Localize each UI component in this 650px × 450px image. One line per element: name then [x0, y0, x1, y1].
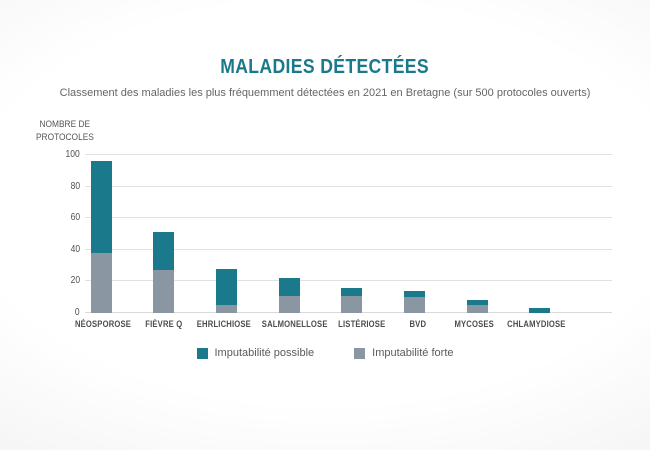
x-axis-label-bvd: BVD: [390, 319, 446, 329]
y-axis-title-line1: NOMBRE DE: [39, 119, 91, 130]
bar-segment-imputabilit-possible: [529, 308, 551, 313]
x-axis-label-text: CHLAMYDIOSE: [507, 319, 566, 329]
bar-segment-imputabilit-forte: [341, 295, 363, 313]
bar-fièvre q: [153, 232, 175, 313]
bar-bvd: [403, 290, 425, 313]
bar-segment-imputabilit-possible: [278, 278, 300, 296]
bar-segment-imputabilit-forte: [403, 297, 425, 313]
x-axis-label-text: SALMONELLOSE: [261, 319, 328, 329]
x-axis-label-text: MYCOSES: [454, 319, 494, 329]
legend-item-imputabilite-possible: Imputabilité possible: [196, 347, 315, 359]
bar-segment-imputabilit-forte: [216, 305, 238, 313]
bar-segment-imputabilit-forte: [153, 270, 175, 313]
bar-segment-imputabilit-forte: [278, 295, 300, 313]
bar-mycoses: [466, 300, 488, 313]
bar-segment-imputabilit-possible: [403, 290, 425, 298]
x-axis-label-mycoses: MYCOSES: [446, 319, 502, 329]
y-tick-100: 100: [40, 149, 80, 161]
bar-salmonellose: [278, 278, 300, 313]
gridline-80: [85, 185, 612, 187]
bar-slot-3: [195, 155, 258, 313]
bar-néosporose: [90, 161, 112, 313]
bar-slot-6: [383, 155, 446, 313]
x-axis-label-néosporose: NÉOSPOROSE: [70, 319, 136, 329]
chart-subtitle: Classement des maladies les plus fréquem…: [59, 87, 591, 99]
bar-slot-2: [133, 155, 196, 313]
bar-chlamydiose: [529, 308, 551, 313]
legend-label-possible: Imputabilité possible: [214, 347, 315, 359]
y-tick-label: 100: [65, 149, 80, 160]
y-tick-20: 20: [40, 275, 80, 287]
bar-listériose: [341, 287, 363, 313]
x-axis-label-salmonellose: SALMONELLOSE: [256, 319, 333, 329]
y-tick-label: 60: [70, 212, 80, 224]
y-tick-label: 40: [70, 243, 80, 255]
legend: Imputabilité possible Imputabilité forte: [0, 347, 650, 359]
chart-title-text: MALADIES DÉTECTÉES: [220, 56, 430, 78]
bar-segment-imputabilit-forte: [90, 252, 112, 313]
y-tick-40: 40: [40, 244, 80, 256]
bar-segment-imputabilit-forte: [466, 305, 488, 313]
y-tick-label: 20: [70, 275, 80, 287]
legend-swatch-forte: [354, 347, 366, 359]
y-tick-0: 0: [40, 307, 80, 319]
bar-slot-4: [258, 155, 321, 313]
bar-ehrlichiose: [216, 268, 238, 313]
gridline-20: [85, 280, 612, 282]
bar-slot-8: [508, 155, 571, 313]
x-axis-label-ehrlichiose: EHRLICHIOSE: [192, 319, 256, 329]
bar-segment-imputabilit-possible: [153, 232, 175, 271]
bar-segment-imputabilit-possible: [216, 268, 238, 306]
y-axis-title: NOMBRE DE PROTOCOLES: [30, 119, 100, 145]
bar-segment-imputabilit-possible: [466, 300, 488, 306]
bar-segment-imputabilit-possible: [90, 161, 112, 253]
bar-slot-1: [70, 155, 133, 313]
x-axis-label-text: EHRLICHIOSE: [197, 319, 252, 329]
x-axis-labels: NÉOSPOROSE FIÈVRE Q EHRLICHIOSE SALMONELLOS…: [70, 319, 571, 329]
x-axis-label-fièvre q: FIÈVRE Q: [136, 319, 192, 329]
bar-segment-imputabilit-possible: [341, 287, 363, 296]
y-tick-label: 80: [70, 180, 80, 192]
x-axis-label-listériose: LISTÉRIOSE: [333, 319, 389, 329]
bars-container: [70, 155, 571, 313]
gridline-100: [85, 154, 612, 155]
x-axis-label-text: BVD: [409, 319, 427, 329]
gridline-40: [85, 248, 612, 250]
legend-item-imputabilite-forte: Imputabilité forte: [354, 347, 454, 359]
y-tick-80: 80: [40, 181, 80, 193]
legend-swatch-possible: [196, 347, 208, 359]
x-axis-label-text: NÉOSPOROSE: [74, 319, 132, 329]
chart-title: MALADIES DÉTECTÉES: [0, 56, 650, 79]
bar-slot-5: [321, 155, 384, 313]
y-tick-60: 60: [40, 212, 80, 224]
bar-slot-7: [446, 155, 509, 313]
y-axis-title-line2: PROTOCOLES: [36, 131, 94, 143]
legend-label-forte: Imputabilité forte: [372, 347, 454, 359]
x-axis-label-text: LISTÉRIOSE: [337, 319, 386, 329]
y-tick-label: 0: [75, 307, 80, 318]
gridline-60: [85, 217, 612, 219]
x-axis-label-chlamydiose: CHLAMYDIOSE: [502, 319, 571, 329]
x-axis-label-text: FIÈVRE Q: [145, 319, 183, 329]
